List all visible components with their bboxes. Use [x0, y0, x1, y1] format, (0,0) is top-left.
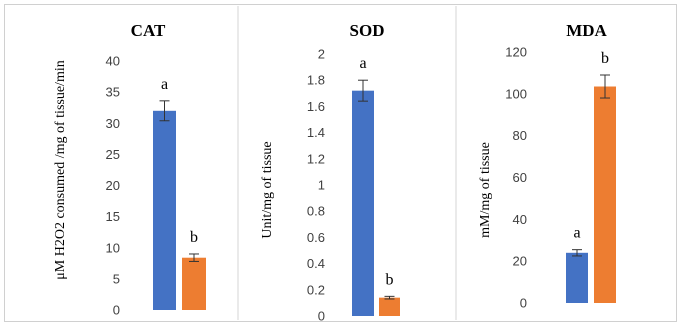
y-axis-label: μM H2O2 consumed /mg of tissue/min: [53, 60, 68, 279]
y-tick-label: 80: [513, 128, 527, 143]
error-bar: [384, 295, 395, 300]
y-tick-label: 120: [505, 45, 527, 60]
bar-control: [153, 110, 176, 310]
significance-letter: b: [386, 271, 394, 288]
y-tick-label: 1.2: [307, 151, 325, 166]
y-tick-label: 15: [106, 209, 120, 224]
error-bar: [189, 253, 199, 262]
bar-treated: [594, 86, 616, 303]
y-tick-label: 100: [505, 86, 527, 101]
significance-letter: a: [359, 55, 366, 72]
y-tick-label: 0.2: [307, 282, 325, 297]
y-tick-label: 1.6: [307, 99, 325, 114]
y-tick-label: 0: [520, 296, 527, 311]
significance-letter: a: [573, 225, 580, 242]
significance-letter: a: [161, 76, 168, 93]
y-tick-label: 2: [318, 47, 325, 62]
y-tick-label: 1.4: [307, 125, 325, 140]
y-tick-label: 5: [113, 271, 120, 286]
bar-control: [566, 252, 588, 303]
y-tick-label: 0.8: [307, 204, 325, 219]
chart-title: CAT: [131, 21, 166, 40]
y-tick-label: 1: [318, 178, 325, 193]
y-axis-label: mM/mg of tissue: [478, 142, 493, 238]
y-tick-label: 0: [113, 303, 120, 318]
y-tick-label: 35: [106, 85, 120, 100]
bar-treated: [379, 297, 400, 316]
y-tick-label: 40: [106, 54, 120, 69]
significance-letter: b: [190, 229, 198, 246]
chart-title: SOD: [350, 21, 385, 40]
y-tick-label: 40: [513, 212, 527, 227]
bar-control: [352, 90, 374, 317]
y-tick-label: 0.6: [307, 230, 325, 245]
chart-panel-cat: CAT μM H2O2 consumed /mg of tissue/min 0 5 1…: [53, 21, 206, 318]
chart-panel-sod: SOD Unit/mg of tissue 0 0.2 0.4 0.6 0.8 1 1.2 1.4…: [260, 21, 400, 324]
error-bar: [159, 100, 170, 122]
y-tick-label: 0.4: [307, 256, 325, 271]
error-bar: [600, 74, 610, 99]
y-tick-label: 20: [106, 178, 120, 193]
y-tick-label: 20: [513, 254, 527, 269]
significance-letter: b: [601, 50, 609, 67]
chart-panel-mda: MDA mM/mg of tissue 0 20 40 60 80 100 120 a b: [478, 21, 616, 311]
bar-treated: [182, 257, 206, 310]
y-tick-label: 1.8: [307, 73, 325, 88]
error-bar: [358, 79, 368, 102]
y-tick-label: 25: [106, 147, 120, 162]
y-axis-label: Unit/mg of tissue: [260, 141, 275, 238]
chart-title: MDA: [566, 21, 607, 40]
y-tick-label: 60: [513, 170, 527, 185]
y-tick-label: 0: [318, 309, 325, 324]
y-tick-label: 10: [106, 240, 120, 255]
figure-frame: [4, 4, 677, 322]
error-bar: [572, 249, 582, 257]
y-tick-label: 30: [106, 116, 120, 131]
